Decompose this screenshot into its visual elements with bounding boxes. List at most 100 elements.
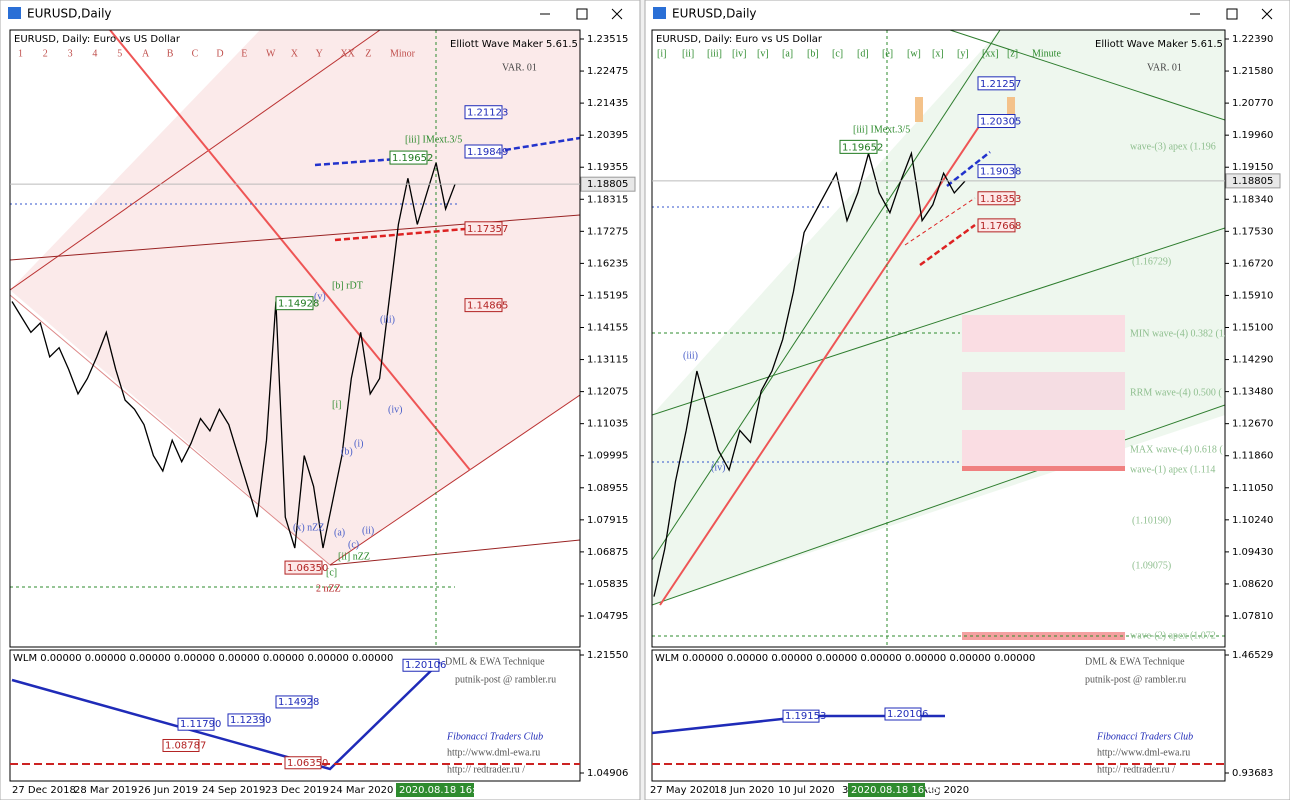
wave-label: (1.16729): [1132, 256, 1171, 267]
wave-header-item[interactable]: X: [291, 48, 299, 59]
price-box-label: 1.18353: [980, 194, 1021, 205]
price-box: [839, 139, 878, 154]
price-tick-label: 1.21435: [587, 98, 628, 109]
wave-label: [b] rDT: [332, 280, 363, 291]
price-box-label: 1.19849: [467, 147, 508, 158]
price-box: [464, 298, 503, 313]
wave-header-item[interactable]: Y: [316, 48, 323, 59]
target-line: [919, 223, 976, 267]
channel-line: [949, 30, 1225, 121]
price-box: [977, 218, 1016, 233]
price-box-label: 1.21257: [980, 79, 1021, 90]
price-tick-label: 1.17275: [587, 226, 628, 237]
target-line: [904, 197, 976, 246]
wave-label: wave-(2) apex (1.072: [1130, 630, 1216, 641]
wave-header-item[interactable]: [z]: [1007, 48, 1018, 59]
wave-label: MAX wave-(4) 0.618 (: [1130, 444, 1223, 455]
wave-header-item[interactable]: [iii]: [707, 48, 722, 59]
maximize-button[interactable]: [1226, 8, 1238, 20]
time-highlight: [848, 783, 925, 797]
channel-line: [652, 30, 1001, 561]
indicator-box: [177, 717, 215, 731]
wave-header-item[interactable]: [d]: [857, 48, 869, 59]
zone: [962, 315, 1125, 352]
price-box: [284, 560, 323, 575]
wave-label: [ii] nZZ: [338, 551, 370, 562]
wave-header-item[interactable]: [a]: [782, 48, 793, 59]
indicator-box: [284, 756, 322, 770]
wave-header-item[interactable]: [e]: [882, 48, 893, 59]
channel-line: [10, 30, 381, 291]
wave-header-item[interactable]: Minute: [1032, 48, 1061, 59]
indicator-text: http:// redtrader.ru /: [447, 764, 525, 775]
time-label: 28 Mar 2019: [74, 785, 137, 796]
wave-header-item[interactable]: [v]: [757, 48, 769, 59]
wave-header-item[interactable]: [ii]: [682, 48, 694, 59]
maximize-button[interactable]: [576, 8, 588, 20]
indicator-box-label: 1.20106: [405, 660, 446, 671]
price-tick-label: 1.08955: [587, 483, 628, 494]
price-tick-label: 1.19355: [587, 162, 628, 173]
target-line: [314, 156, 411, 167]
wave-header-item[interactable]: E: [241, 48, 247, 59]
zone: [962, 372, 1125, 410]
wave-label: wave-(1) apex (1.114: [1130, 464, 1215, 475]
current-price-label: 1.18805: [587, 179, 628, 190]
price-box-label: 1.19652: [392, 153, 433, 164]
wave-label: 2 nZZ: [316, 583, 341, 594]
wave-label: [iii] IMext.3/5: [853, 124, 910, 135]
target-line: [334, 227, 466, 242]
wave-header-item[interactable]: [c]: [832, 48, 843, 59]
indicator-tick-label: 1.21550: [587, 650, 628, 661]
wave-header-item[interactable]: 5: [117, 48, 122, 59]
wave-header-item[interactable]: [w]: [907, 48, 921, 59]
wave-header-item[interactable]: XX: [340, 48, 355, 59]
time-label: 24 Sep 2019: [202, 785, 265, 796]
price-tick-label: 1.18315: [587, 194, 628, 205]
wave-header-item[interactable]: 1: [18, 48, 23, 59]
wave-header-item[interactable]: 3: [68, 48, 73, 59]
price-tick-label: 1.14290: [1232, 355, 1273, 366]
wave-header-item[interactable]: 2: [43, 48, 48, 59]
chart-frame: [651, 29, 1226, 648]
indicator-box-label: 1.20106: [887, 709, 928, 720]
channel-line: [652, 227, 1225, 416]
wave-header-item[interactable]: C: [192, 48, 199, 59]
price-tick-label: 1.19960: [1232, 130, 1273, 141]
wave-header-item[interactable]: [xx]: [982, 48, 999, 59]
wave-header-item[interactable]: [y]: [957, 48, 969, 59]
price-box: [464, 221, 503, 236]
chart-header: EURUSD, Daily: Euro vs US Dollar: [14, 34, 181, 45]
wave-header-item[interactable]: W: [266, 48, 276, 59]
indicator-box-label: 1.19153: [785, 711, 826, 722]
price-box: [464, 105, 503, 120]
indicator-box-label: 1.12390: [230, 715, 271, 726]
close-button[interactable]: [611, 8, 623, 20]
wave-header-item[interactable]: 4: [92, 48, 97, 59]
price-tick-label: 1.20770: [1232, 98, 1273, 109]
indicator-box: [402, 658, 440, 672]
price-box-label: 1.17357: [467, 224, 508, 235]
close-button[interactable]: [1261, 8, 1273, 20]
wave-header-item[interactable]: Minor: [390, 48, 416, 59]
wave-header-item[interactable]: [x]: [932, 48, 944, 59]
price-tick-label: 1.12670: [1232, 419, 1273, 430]
price-tick-label: 1.22475: [587, 66, 628, 77]
wave-header-item[interactable]: [iv]: [732, 48, 746, 59]
channel-line: [329, 394, 580, 566]
price-box-label: 1.19652: [842, 142, 883, 153]
price-tick-label: 1.09430: [1232, 547, 1273, 558]
indicator-box-label: 1.14928: [278, 697, 319, 708]
wave-header-item[interactable]: [i]: [657, 48, 666, 59]
wave-header-item[interactable]: A: [142, 48, 150, 59]
wave-header-item[interactable]: Z: [365, 48, 371, 59]
price-tick-label: 1.04795: [587, 611, 628, 622]
var-label: VAR. 01: [502, 62, 537, 73]
indicator-box-label: 1.08787: [165, 740, 206, 751]
wave-header-item[interactable]: D: [216, 48, 223, 59]
wave-header-item[interactable]: B: [167, 48, 174, 59]
trend-line: [109, 30, 471, 471]
wave-header-item[interactable]: [b]: [807, 48, 819, 59]
wave-label: (iii): [683, 350, 698, 361]
marker: [1007, 97, 1015, 122]
